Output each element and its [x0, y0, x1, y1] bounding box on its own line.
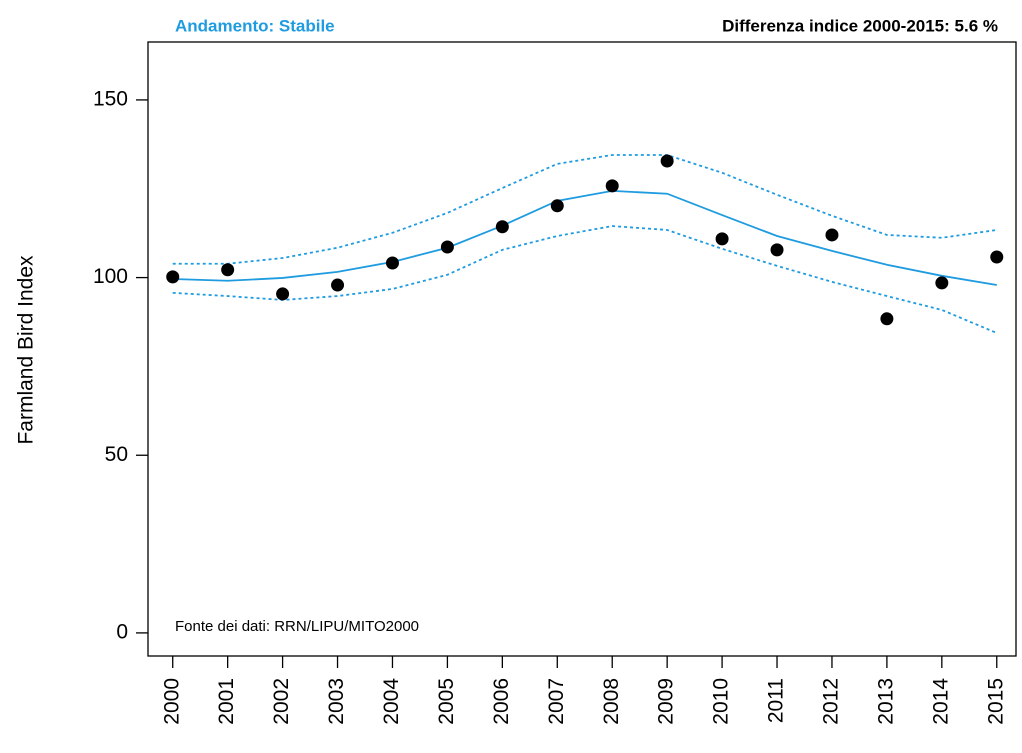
confidence-line	[172, 225, 998, 334]
data-point	[660, 154, 674, 168]
y-tick-label: 0	[116, 620, 128, 643]
y-tick-label: 50	[105, 443, 128, 466]
data-point	[825, 228, 839, 242]
data-point	[385, 256, 399, 270]
source-note: Fonte dei dati: RRN/LIPU/MITO2000	[175, 618, 419, 635]
data-point	[935, 276, 949, 290]
data-point	[166, 270, 180, 284]
x-tick-label: 2003	[325, 678, 348, 725]
data-point	[990, 250, 1004, 264]
data-point	[495, 220, 509, 234]
x-tick-label: 2006	[490, 678, 513, 725]
plot-frame	[147, 41, 1017, 657]
data-point	[331, 278, 345, 292]
x-tick-label: 2000	[160, 678, 183, 725]
x-tick-label: 2011	[765, 678, 788, 723]
trend-line	[172, 189, 997, 286]
confidence-line	[172, 154, 997, 265]
data-point	[276, 287, 290, 301]
x-tick-label: 2008	[600, 678, 623, 725]
data-point	[770, 243, 784, 257]
y-axis-label: Farmland Bird Index	[15, 255, 38, 445]
y-tick-label: 150	[93, 87, 128, 110]
data-point	[605, 179, 619, 193]
x-tick-label: 2015	[984, 678, 1007, 725]
x-tick-label: 2007	[545, 678, 568, 725]
data-point	[550, 199, 564, 213]
data-point	[880, 312, 894, 326]
chart-subtitle: Differenza indice 2000-2015: 5.6 %	[722, 16, 998, 35]
chart-title: Andamento: Stabile	[175, 16, 335, 35]
x-tick-label: 2014	[929, 678, 952, 725]
data-point	[221, 263, 235, 277]
data-point	[440, 240, 454, 254]
x-tick-label: 2010	[710, 678, 733, 725]
y-tick-label: 100	[93, 265, 128, 288]
x-tick-label: 2009	[655, 678, 678, 725]
data-point	[715, 232, 729, 246]
x-tick-label: 2013	[874, 678, 897, 725]
x-tick-label: 2004	[380, 678, 403, 725]
x-tick-label: 2002	[270, 678, 293, 725]
x-tick-label: 2012	[820, 678, 843, 725]
x-tick-label: 2005	[435, 678, 458, 725]
x-tick-label: 2001	[215, 678, 238, 725]
